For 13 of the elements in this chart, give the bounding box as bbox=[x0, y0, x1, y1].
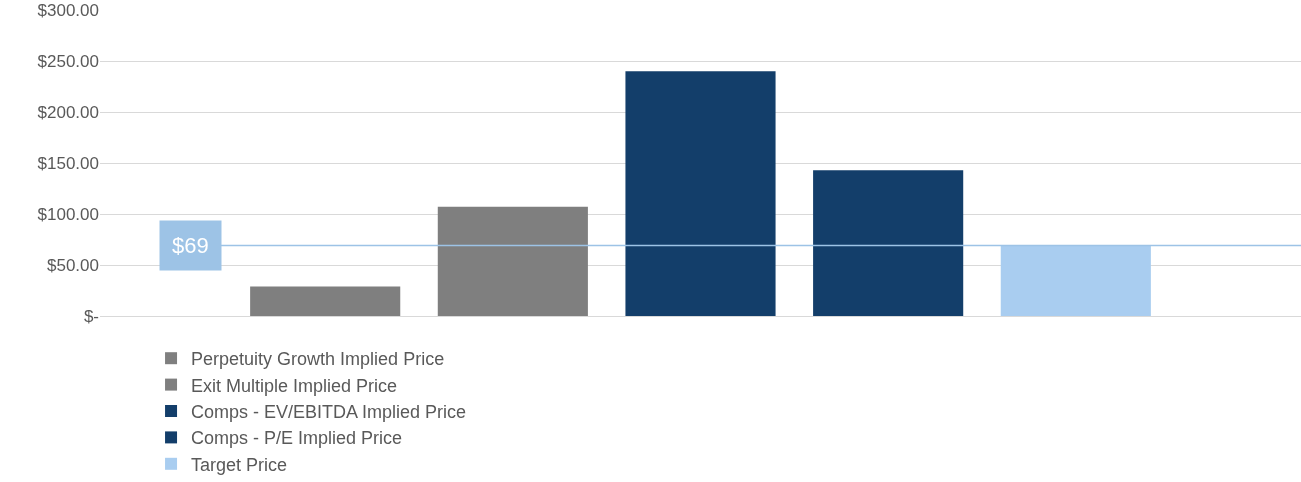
y-tick-label: $300.00 bbox=[37, 0, 99, 20]
legend-label: Perpetuity Growth Implied Price bbox=[191, 349, 445, 370]
legend-label: Target Price bbox=[191, 454, 288, 475]
legend-label: Exit Multiple Implied Price bbox=[191, 375, 398, 396]
y-tick-label: $200.00 bbox=[37, 102, 99, 122]
legend-label: Comps - EV/EBITDA Implied Price bbox=[191, 402, 467, 423]
y-tick-label: $250.00 bbox=[37, 51, 99, 71]
legend-label: Comps - P/E Implied Price bbox=[191, 428, 403, 449]
y-tick-label: $150.00 bbox=[37, 153, 99, 173]
ref-line-label: $69 bbox=[172, 233, 209, 258]
y-tick-label: $50.00 bbox=[47, 255, 99, 275]
y-tick-label: $100.00 bbox=[37, 204, 99, 224]
y-tick-label: $- bbox=[83, 306, 99, 326]
